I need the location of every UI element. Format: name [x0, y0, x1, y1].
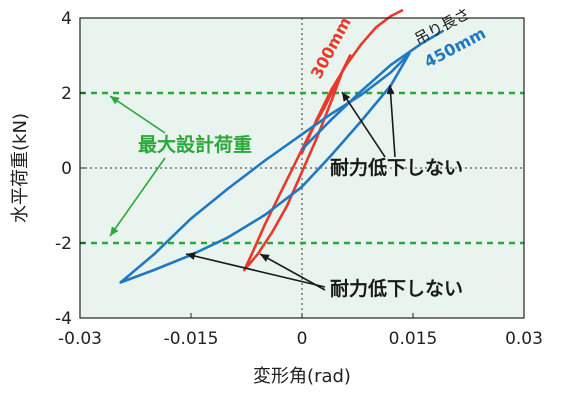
data-point-0-15: [250, 253, 253, 256]
data-point-3-5: [441, 29, 444, 33]
data-point-1-2: [330, 88, 333, 91]
data-point-2-12: [330, 112, 333, 115]
data-point-3-2: [360, 89, 363, 93]
data-point-2-3: [226, 236, 230, 239]
data-point-1-1: [315, 118, 318, 121]
annotation-arrow-4: [185, 252, 326, 288]
data-point-2-14: [263, 159, 267, 162]
data-point-2-18: [119, 281, 122, 284]
annotation-arrow-5: [259, 253, 326, 291]
x-tick-label: 0.03: [505, 329, 543, 349]
data-point-1-7: [400, 9, 404, 12]
x-tick-label: -0.03: [58, 329, 102, 349]
y-tick-label: 0: [61, 159, 72, 179]
data-point-3-0: [300, 148, 304, 151]
annotation-arrow-0: [109, 95, 166, 134]
data-point-2-1: [152, 268, 156, 272]
data-point-0-4: [300, 170, 304, 173]
data-point-2-4: [263, 213, 267, 217]
data-point-2-16: [189, 217, 193, 220]
data-point-0-12: [293, 163, 296, 166]
data-point-3-1: [330, 118, 333, 121]
data-point-0-2: [271, 230, 274, 233]
y-axis-label: 水平荷重(kN): [10, 113, 31, 223]
data-point-0-3: [286, 204, 289, 207]
data-point-2-11: [360, 93, 363, 97]
x-tick-label: -0.015: [164, 329, 219, 349]
annotation-arrow-2: [341, 91, 386, 158]
x-tick-label: 0.015: [389, 329, 438, 349]
data-point-0-8: [348, 54, 352, 57]
data-point-0-5: [315, 136, 318, 140]
data-point-0-14: [263, 223, 267, 226]
data-point-3-3: [389, 63, 392, 67]
data-point-1-5: [374, 26, 378, 29]
annotation-no-degradation-upper: 耐力低下しない: [330, 156, 463, 179]
data-point-2-17: [152, 253, 156, 256]
series-line-450mm-envelope: [300, 29, 444, 151]
annotation-no-degradation-lower: 耐力低下しない: [330, 277, 463, 300]
data-point-2-10: [389, 71, 392, 74]
y-tick-label: -2: [55, 234, 72, 254]
data-point-0-16: [243, 268, 246, 272]
data-point-1-4: [360, 43, 363, 46]
annotation-design-load: 最大設計荷重: [138, 133, 252, 156]
data-point-1-3: [345, 63, 348, 67]
data-point-2-5: [300, 185, 304, 188]
y-tick-label: -4: [55, 309, 72, 329]
data-point-3-4: [419, 43, 422, 46]
x-axis-label: 変形角(rad): [253, 366, 351, 387]
data-point-2-13: [300, 133, 304, 136]
data-point-0-13: [278, 193, 281, 196]
data-point-0-6: [330, 99, 333, 102]
x-tick-label: 0: [297, 329, 308, 349]
data-point-0-1: [256, 253, 259, 256]
data-point-1-0: [300, 151, 304, 155]
data-point-2-15: [226, 187, 230, 190]
data-point-2-6: [330, 153, 333, 157]
y-tick-label: 4: [61, 9, 72, 29]
data-point-1-6: [389, 14, 392, 18]
y-tick-label: 2: [61, 84, 72, 104]
annotation-arrow-3: [386, 84, 396, 158]
annotation-arrow-1: [109, 157, 166, 237]
